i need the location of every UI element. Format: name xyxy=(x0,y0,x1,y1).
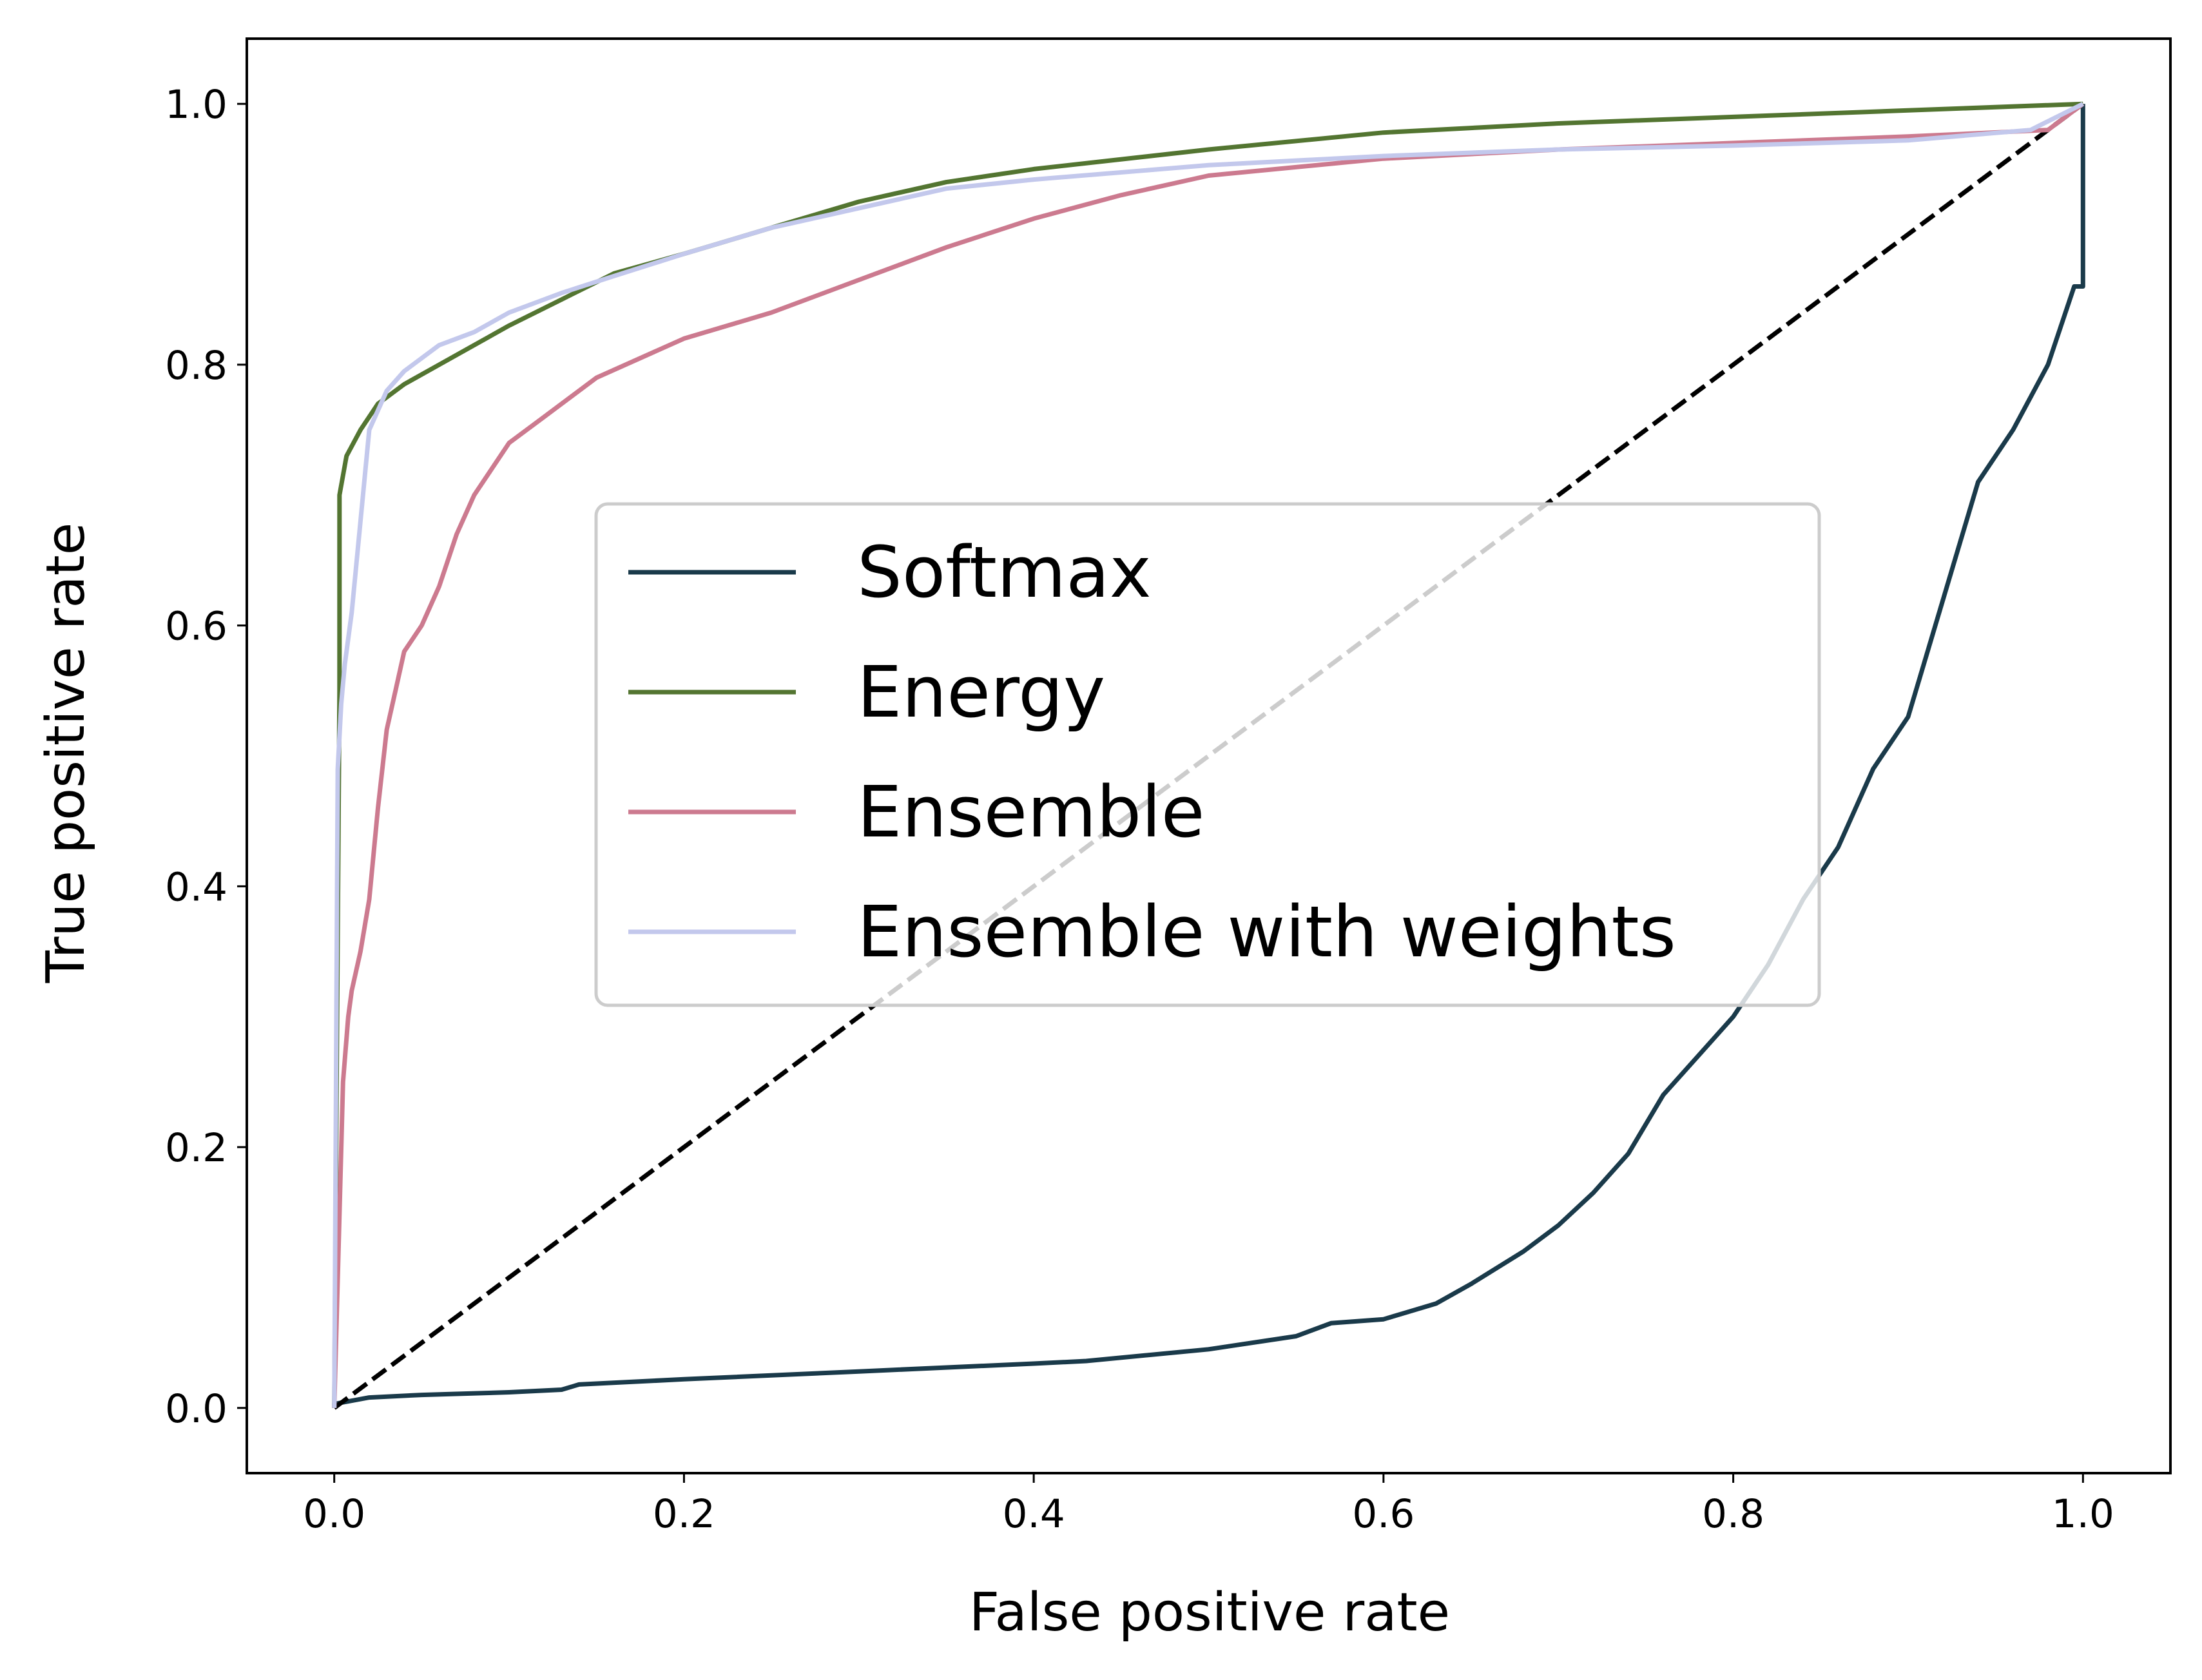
y-axis-ticks: 0.0 0.2 0.4 0.6 0.8 1.0 xyxy=(165,82,247,1432)
series-line-chance xyxy=(333,102,2085,1410)
series-lines xyxy=(332,101,2085,1410)
series-line-ensemble-with-weights xyxy=(332,102,2084,1408)
y-tick-label: 0.2 xyxy=(165,1125,227,1171)
y-tick-label: 1.0 xyxy=(165,82,227,128)
legend-box xyxy=(594,502,1821,1007)
series-line-softmax xyxy=(332,104,2085,1408)
y-tick-label: 0.4 xyxy=(165,864,227,910)
x-axis-label: False positive rate xyxy=(969,1582,1450,1643)
legend-label-energy: Energy xyxy=(857,651,1105,733)
plot-area: Softmax Energy Ensemble Ensemble with we… xyxy=(246,37,2172,1474)
legend-label-ensemble: Ensemble xyxy=(857,771,1204,853)
legend: Softmax Energy Ensemble Ensemble with we… xyxy=(594,502,1821,1007)
x-tick-label: 0.2 xyxy=(653,1491,715,1537)
x-tick-label: 0.6 xyxy=(1352,1491,1415,1537)
y-axis-label: True positive rate xyxy=(35,523,97,984)
y-tick-label: 0.0 xyxy=(165,1386,227,1432)
x-tick-label: 1.0 xyxy=(2052,1491,2114,1537)
x-tick-label: 0.0 xyxy=(303,1491,365,1537)
legend-label-ensemble-with-weights: Ensemble with weights xyxy=(857,891,1676,973)
y-tick-label: 0.6 xyxy=(165,604,227,650)
series-line-energy xyxy=(332,101,2083,1408)
legend-label-softmax: Softmax xyxy=(857,531,1152,613)
y-tick-label: 0.8 xyxy=(165,343,227,389)
axes-frame xyxy=(246,37,2172,1474)
x-tick-label: 0.4 xyxy=(1003,1491,1065,1537)
series-line-ensemble xyxy=(332,102,2085,1408)
x-tick-label: 0.8 xyxy=(1702,1491,1764,1537)
x-axis-ticks: 0.0 0.2 0.4 0.6 0.8 1.0 xyxy=(303,1473,2114,1537)
